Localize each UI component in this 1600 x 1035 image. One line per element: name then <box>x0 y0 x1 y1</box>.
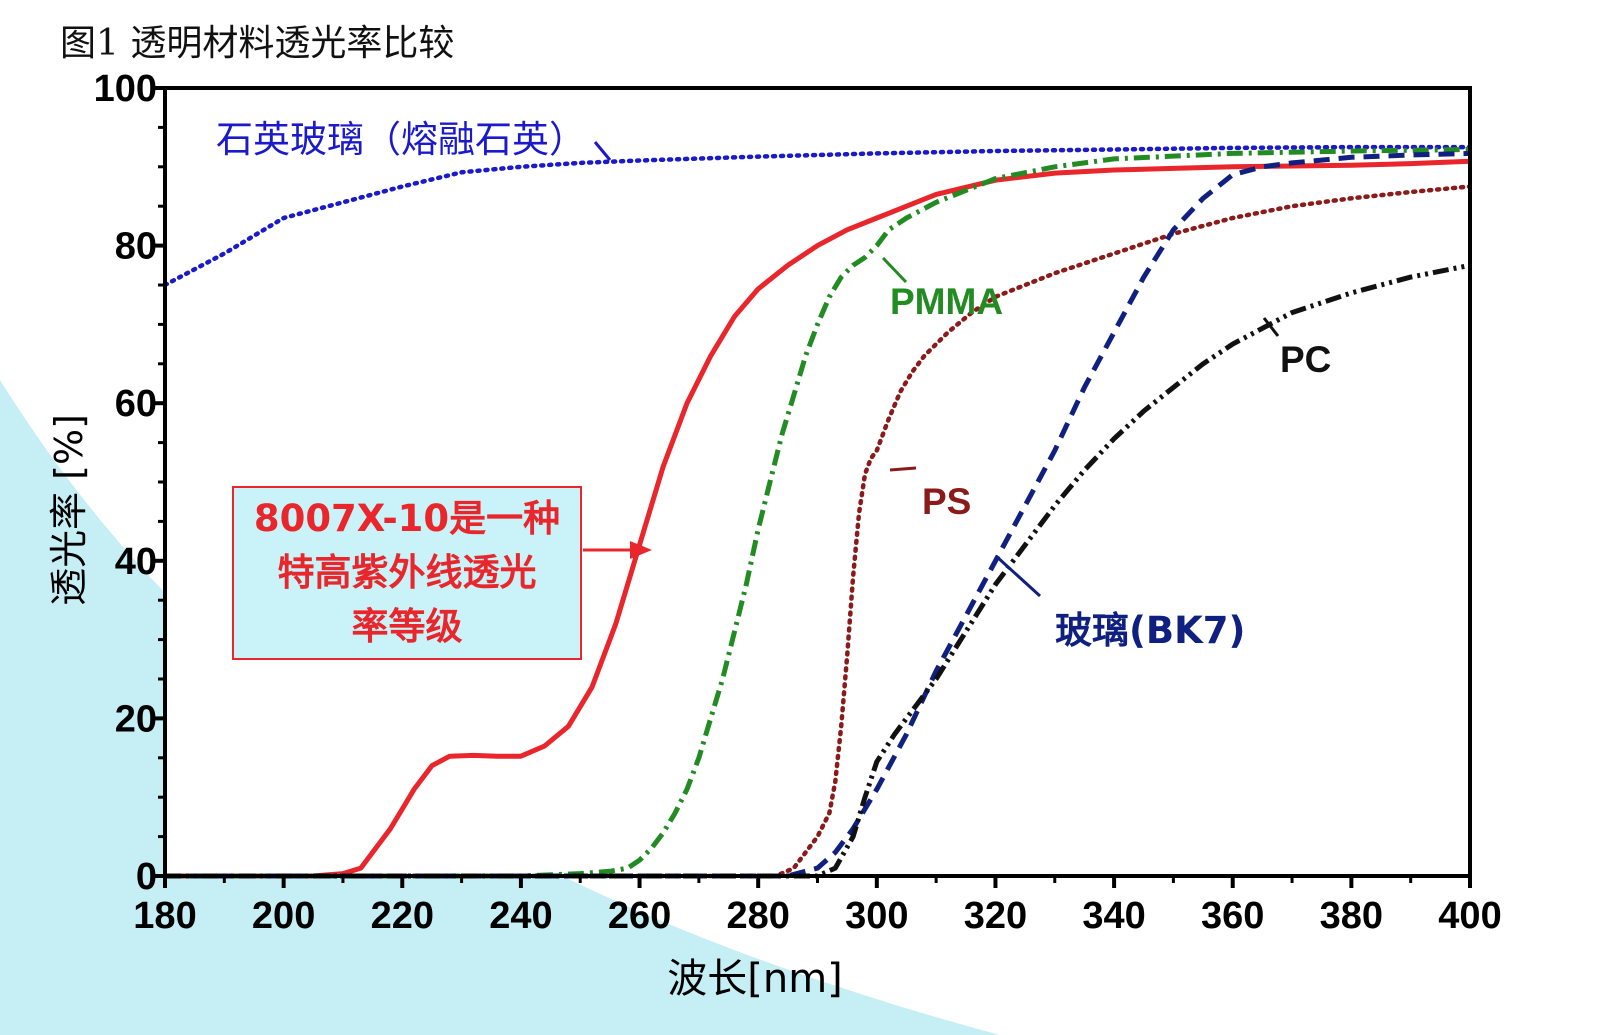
y-tick-label: 60 <box>115 383 157 425</box>
leader-line-3 <box>994 554 1042 598</box>
callout-box: 8007X-10是一种 特高紫外线透光 率等级 <box>232 486 582 660</box>
leader-line-0 <box>593 141 612 161</box>
x-tick-label: 380 <box>1320 895 1383 937</box>
y-tick-label: 20 <box>115 698 157 740</box>
annotation-labels: 石英玻璃（熔融石英） PMMA PS 玻璃(BK7) PC <box>216 118 1331 652</box>
y-tick-label: 40 <box>115 541 157 583</box>
annotation-label-2: PS <box>922 481 971 522</box>
y-tick-label: 100 <box>94 68 157 110</box>
callout-line-2: 特高紫外线透光 <box>277 551 537 594</box>
series-line-3 <box>163 184 1470 879</box>
leader-line-2 <box>889 466 917 472</box>
callout-line-3: 率等级 <box>351 605 463 648</box>
y-tick-label: 80 <box>115 226 157 268</box>
callout-line-1: 8007X-10是一种 <box>253 497 561 540</box>
y-axis-label: 透光率 [%] <box>47 414 91 606</box>
x-tick-label: 320 <box>964 895 1027 937</box>
series-line-1 <box>165 158 1470 879</box>
annotation-label-0: 石英玻璃（熔融石英） <box>216 118 586 161</box>
callout-arrow-head <box>630 541 652 559</box>
series-line-4 <box>165 150 1470 879</box>
annotation-label-4: PC <box>1280 339 1331 380</box>
x-tick-label: 340 <box>1082 895 1145 937</box>
x-tick-label: 360 <box>1201 895 1264 937</box>
x-tick-label: 280 <box>726 895 789 937</box>
figure-title: 图1 透明材料透光率比较 <box>60 23 455 64</box>
axes-layer: 180 200 220 240 260 280 300 320 340 360 380 400 0 20 4… <box>47 68 1502 1002</box>
series-line-0 <box>163 144 1470 288</box>
annotation-label-3: 玻璃(BK7) <box>1055 609 1245 652</box>
leader-lines <box>583 141 1280 598</box>
x-tick-label: 180 <box>133 895 196 937</box>
x-tick-label: 400 <box>1438 895 1501 937</box>
leader-line-1 <box>881 256 908 284</box>
x-tick-label: 300 <box>845 895 908 937</box>
leader-line-4 <box>1262 317 1280 337</box>
x-tick-label: 260 <box>608 895 671 937</box>
x-axis-label: 波长[nm] <box>667 956 843 1002</box>
x-tick-label: 200 <box>252 895 315 937</box>
annotation-label-1: PMMA <box>890 281 1003 322</box>
series-line-2 <box>165 147 1470 879</box>
x-tick-label: 240 <box>489 895 552 937</box>
series-layer <box>163 144 1470 879</box>
plot-area <box>163 88 1470 876</box>
y-tick-label: 0 <box>136 856 157 898</box>
series-line-5 <box>165 262 1470 879</box>
x-tick-label: 220 <box>371 895 434 937</box>
